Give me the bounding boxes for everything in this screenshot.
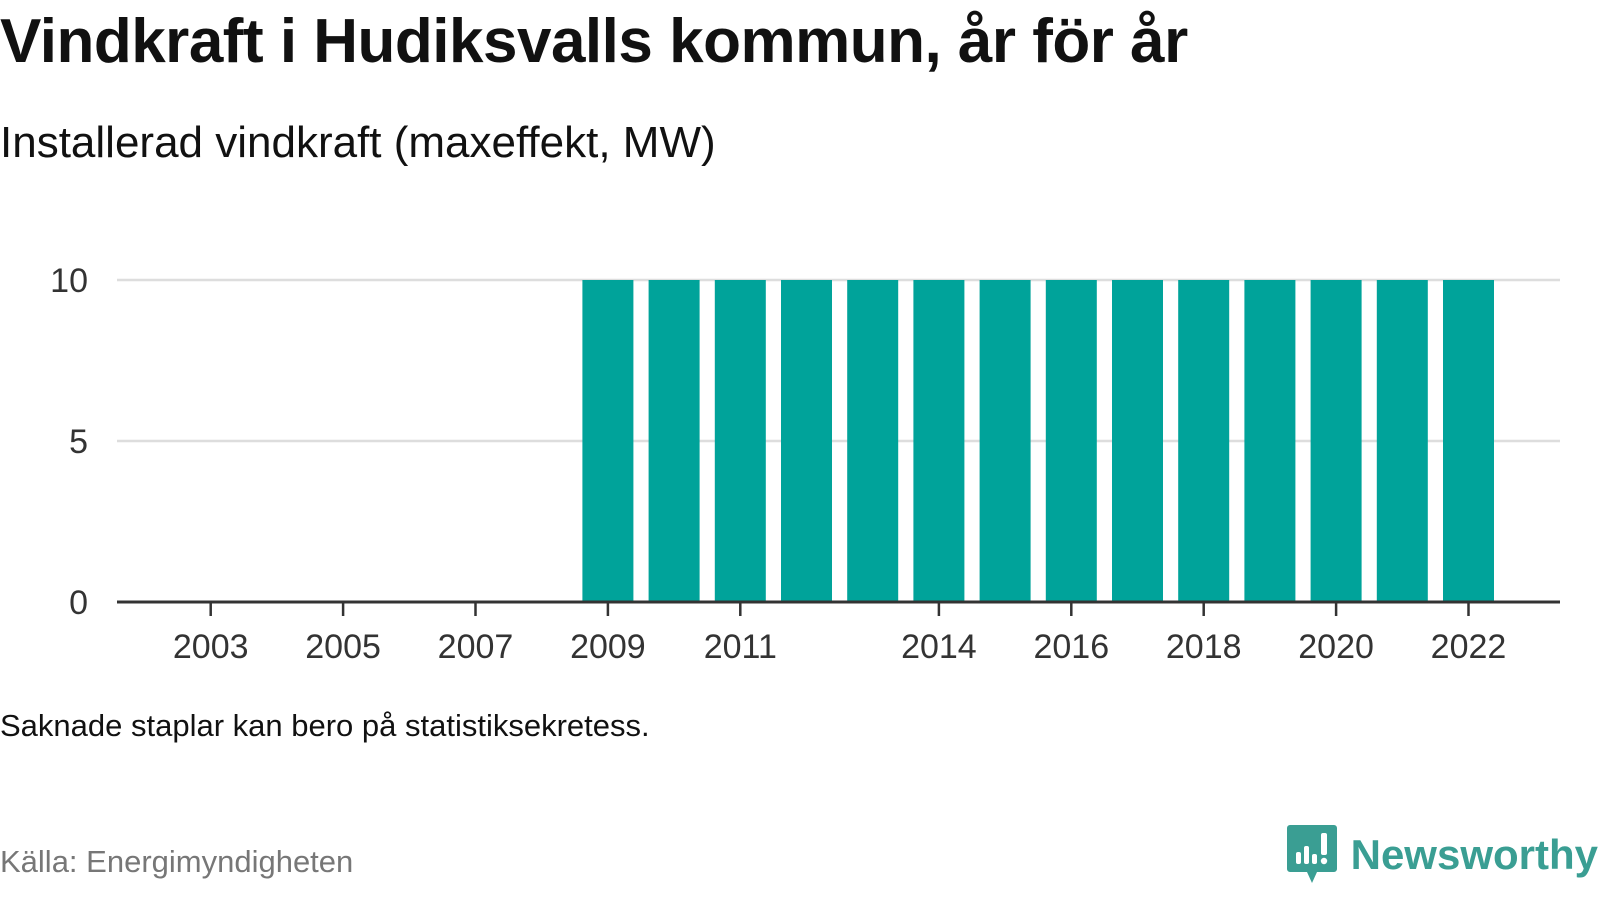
bar-2010 [648, 280, 700, 602]
y-tick-label: 10 [50, 262, 88, 300]
y-tick-label: 0 [69, 584, 88, 622]
bar-2017 [1112, 280, 1163, 602]
bar-2014 [913, 280, 965, 602]
bar-2022 [1443, 280, 1494, 602]
bar-2021 [1376, 280, 1428, 602]
x-tick-label: 2003 [173, 628, 249, 666]
x-tick-label: 2005 [305, 628, 381, 666]
x-tick-label: 2016 [1033, 628, 1109, 666]
x-tick-label: 2022 [1431, 628, 1507, 666]
x-tick-label: 2020 [1298, 628, 1374, 666]
x-tick-label: 2018 [1166, 628, 1242, 666]
bar-2013 [847, 280, 899, 602]
chart-title: Vindkraft i Hudiksvalls kommun, år för å… [0, 7, 1188, 76]
bar-2018 [1178, 280, 1230, 602]
newsworthy-logo[interactable]: Newsworthy [1286, 825, 1598, 885]
x-tick-label: 2014 [901, 628, 977, 666]
brand-name: Newsworthy [1350, 831, 1598, 878]
bar-2009 [582, 280, 634, 602]
footnote: Saknade staplar kan bero på statistiksek… [0, 708, 650, 743]
bar-2019 [1244, 280, 1296, 602]
x-tick-label: 2011 [704, 628, 777, 666]
newsworthy-logo-icon [1286, 825, 1337, 883]
bar-2020 [1310, 280, 1362, 602]
bar-2016 [1045, 280, 1097, 602]
source-credit: Källa: Energimyndigheten [0, 844, 354, 879]
y-tick-label: 5 [69, 423, 88, 461]
x-tick-label: 2007 [438, 628, 514, 666]
bar-2012 [781, 280, 832, 602]
chart-subtitle: Installerad vindkraft (maxeffekt, MW) [0, 118, 716, 167]
bar-2015 [979, 280, 1031, 602]
x-tick-label: 2009 [570, 628, 646, 666]
bar-2011 [714, 280, 766, 602]
